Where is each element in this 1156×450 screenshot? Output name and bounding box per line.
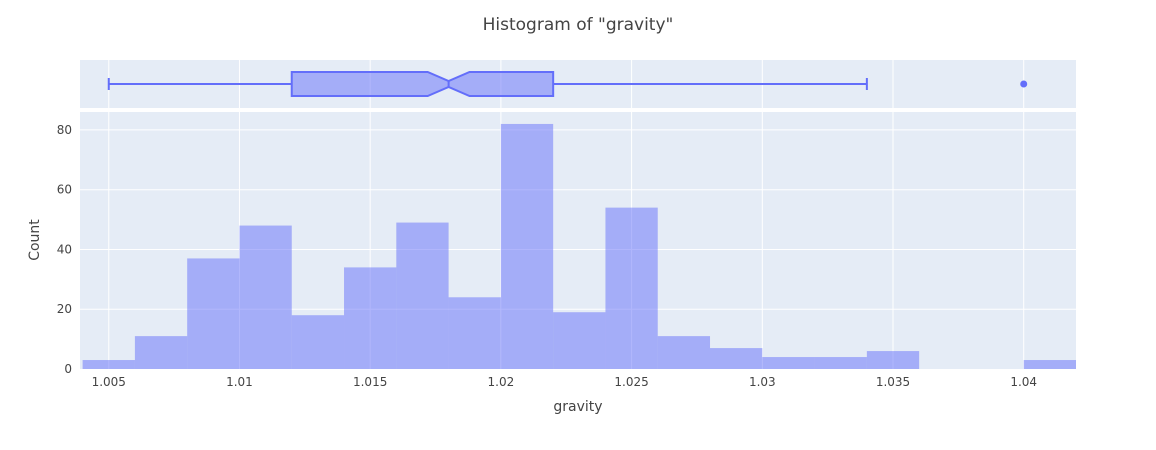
histogram-bar (134, 336, 188, 369)
y-axis-ticks: 0 20 40 60 80 (57, 123, 72, 376)
histogram-bar (500, 123, 554, 369)
x-tick-label: 1.015 (353, 375, 387, 389)
y-tick-label: 80 (57, 123, 72, 137)
y-tick-label: 40 (57, 242, 72, 256)
histogram-bar (657, 336, 711, 369)
histogram-bar (1023, 360, 1076, 369)
x-tick-label: 1.04 (1010, 375, 1037, 389)
histogram-bar (710, 348, 763, 369)
histogram-bar (187, 258, 240, 369)
histogram-bar (605, 207, 658, 369)
histogram-bar (82, 360, 135, 369)
x-tick-label: 1.03 (749, 375, 776, 389)
x-tick-label: 1.01 (226, 375, 253, 389)
x-tick-label: 1.025 (614, 375, 648, 389)
y-tick-label: 0 (64, 362, 72, 376)
x-tick-label: 1.035 (876, 375, 910, 389)
chart-title: Histogram of "gravity" (483, 15, 674, 35)
boxplot-notched-box (290, 71, 555, 97)
y-tick-label: 20 (57, 302, 72, 316)
x-tick-label: 1.005 (92, 375, 126, 389)
x-axis-ticks: 1.005 1.01 1.015 1.02 1.025 1.03 1.035 1.04 (92, 375, 1037, 389)
boxplot[interactable] (107, 71, 1028, 97)
histogram-bar (448, 297, 501, 369)
y-axis-title: Count (27, 219, 43, 261)
histogram-bar (762, 357, 815, 369)
histogram-bar (291, 315, 345, 369)
y-tick-label: 60 (57, 183, 72, 197)
histogram-bar (866, 351, 920, 369)
histogram-bar (239, 225, 292, 369)
histogram-bar (344, 267, 397, 369)
boxplot-outlier-point (1020, 80, 1028, 88)
x-axis-title: gravity (553, 399, 602, 415)
histogram-bar (553, 312, 606, 369)
histogram-bar (814, 357, 867, 369)
histogram-bar (396, 222, 449, 369)
histogram-bars (82, 123, 1076, 369)
x-tick-label: 1.02 (488, 375, 515, 389)
